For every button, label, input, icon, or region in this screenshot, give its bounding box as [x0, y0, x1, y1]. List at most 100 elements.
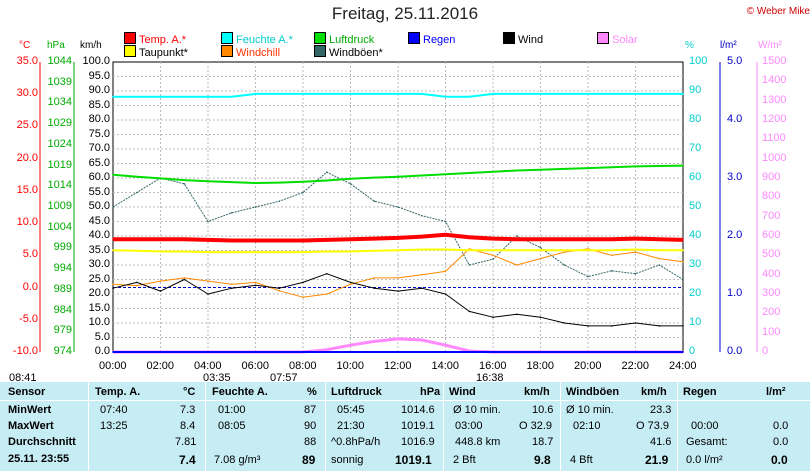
pressure-tick: 1019	[47, 158, 72, 171]
point-temp-a	[587, 238, 589, 241]
time-tick: 12:00	[384, 360, 412, 372]
temp-tick: 20.0	[16, 151, 38, 164]
legend-rain: Regen	[408, 32, 455, 46]
point-taupunkt	[563, 249, 566, 251]
point-feuchte-a	[183, 96, 186, 98]
temp-current: 7.4	[179, 453, 196, 467]
point-regen	[254, 351, 257, 353]
point-feuchte-a	[325, 93, 328, 95]
wind-tick: 60.0	[88, 171, 110, 183]
point-feuchte-a	[634, 93, 637, 95]
temp-tick: -5.0	[19, 312, 38, 325]
point-temp-a	[468, 236, 471, 239]
legend-gust: Windböen*	[314, 45, 383, 59]
copyright: © Weber Mike	[746, 6, 810, 17]
pressure-tick: 1014	[47, 179, 72, 192]
point-windb-en	[349, 183, 352, 185]
point-luftdruck	[397, 175, 399, 178]
humidity-tick: 60	[689, 171, 702, 183]
time-tick: 02:00	[146, 360, 175, 372]
point-taupunkt	[230, 251, 233, 253]
point-temp-a	[135, 238, 138, 241]
point-temp-a	[658, 238, 661, 241]
point-feuchte-a	[112, 96, 114, 98]
point-windb-en	[183, 183, 186, 185]
pressure-tick: 984	[53, 303, 72, 316]
point-wind	[159, 290, 162, 292]
solar-tick: 600	[762, 229, 781, 241]
point-wind	[135, 281, 138, 284]
moonrise-marker: 03:35	[203, 372, 231, 384]
sunrise-marker: 08:41	[9, 372, 37, 384]
time-tick: 16:00	[479, 360, 507, 372]
humidity-tick: 0	[689, 345, 696, 357]
pressure-avg: 1016.9	[401, 436, 435, 448]
point-temp-a	[254, 239, 257, 242]
point-taupunkt	[278, 251, 281, 253]
humidity-tick: 20	[689, 287, 702, 299]
temp-tick: 0.0	[22, 280, 38, 293]
point-temp-a	[183, 238, 186, 241]
pressure-tick: 989	[53, 282, 72, 295]
point-regen	[112, 351, 114, 353]
time-tick: 00:00	[99, 360, 127, 372]
rain-total-label: Gesamt:	[686, 436, 728, 448]
point-windb-en	[468, 264, 471, 266]
pressure-trend: ^0.8hPa/h	[331, 436, 381, 448]
time-tick: 10:00	[336, 360, 365, 372]
time-tick: 14:00	[431, 360, 460, 372]
point-feuchte-a	[373, 93, 376, 95]
wind-tick: 95.0	[88, 69, 110, 82]
pressure-unit-col: hPa	[420, 386, 441, 398]
point-wind	[183, 278, 186, 281]
time-tick: 04:00	[194, 360, 222, 372]
point-windchill	[159, 280, 162, 282]
humidity-max: 90	[304, 420, 317, 432]
point-temp-a	[610, 238, 613, 241]
sensor-header: Sensor	[8, 386, 46, 398]
wind-tick: 40.0	[88, 229, 110, 241]
humidity-header: Feuchte A.	[212, 386, 268, 398]
point-feuchte-a	[278, 93, 281, 95]
rain-tick: 4.0	[727, 113, 743, 125]
chart-title: Freitag, 25.11.2016	[331, 4, 479, 23]
point-regen	[539, 351, 542, 353]
solar-tick: 1100	[762, 132, 786, 145]
wind-tick: 50.0	[88, 200, 110, 212]
point-feuchte-a	[492, 93, 494, 95]
point-luftdruck	[492, 170, 494, 173]
point-temp-a	[634, 237, 637, 240]
point-taupunkt	[658, 249, 661, 251]
temp-tick: 35.0	[16, 55, 38, 67]
point-solar	[397, 338, 399, 340]
point-windb-en	[634, 272, 637, 275]
rain-current: 0.0	[771, 453, 788, 467]
summary-table: Sensor MinWert MaxWert Durchschnitt 25.1…	[0, 382, 810, 471]
rain-max: 0.0	[773, 420, 789, 432]
point-windchill	[658, 257, 661, 260]
pressure-tick: 974	[53, 345, 72, 357]
point-windb-en	[254, 206, 257, 208]
point-windb-en	[373, 200, 376, 202]
pressure-state: sonnig	[331, 454, 364, 466]
rain-tick: 3.0	[727, 171, 743, 183]
point-feuchte-a	[610, 93, 613, 95]
rain-max-time: 00:00	[691, 420, 719, 432]
point-windb-en	[278, 200, 281, 202]
point-windchill	[397, 277, 399, 279]
point-temp-a	[207, 239, 209, 241]
point-temp-a	[325, 239, 328, 241]
point-luftdruck	[278, 181, 281, 184]
rain-rate: 0.0 l/m²	[686, 454, 723, 466]
point-windchill	[135, 284, 138, 287]
point-windchill	[373, 277, 376, 279]
wind-tick: 30.0	[88, 258, 110, 270]
solar-tick: 300	[762, 287, 781, 299]
rain-unit-col: l/m²	[766, 386, 786, 398]
point-wind	[515, 313, 518, 316]
sun-marker: 07:57	[270, 372, 298, 384]
point-luftdruck	[230, 181, 233, 183]
temp-tick: 10.0	[16, 216, 38, 229]
point-wind	[682, 325, 684, 327]
point-luftdruck	[587, 167, 589, 169]
